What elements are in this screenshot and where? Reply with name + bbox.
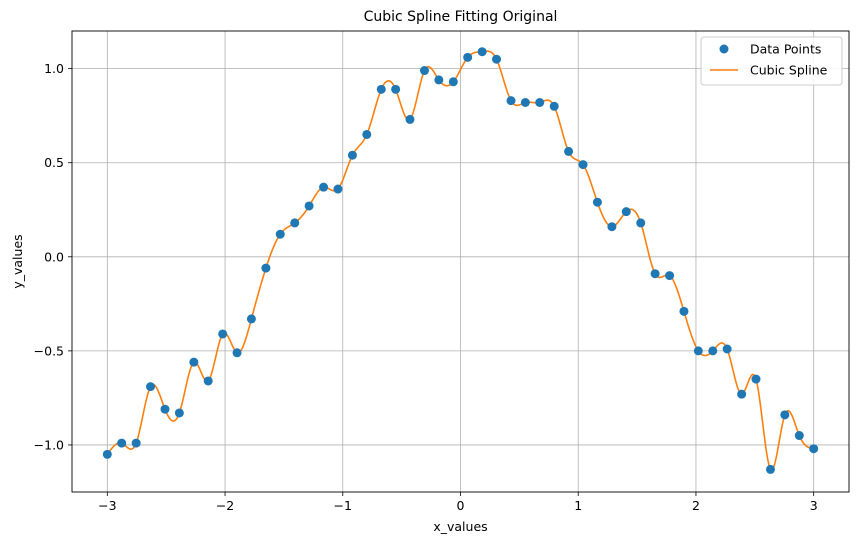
chart-title: Cubic Spline Fitting Original: [364, 9, 558, 25]
data-point: [174, 408, 184, 418]
data-point: [578, 160, 588, 170]
data-point: [765, 464, 775, 474]
x-axis-ticks: −3 −2 −1 0 1 2 3: [98, 492, 818, 513]
y-tick-label: 0.0: [44, 249, 64, 264]
data-point: [434, 75, 444, 85]
data-point: [506, 96, 516, 106]
data-point: [419, 66, 429, 76]
grid: [72, 31, 849, 492]
data-point: [463, 52, 473, 62]
data-point: [290, 218, 300, 228]
data-point: [809, 444, 819, 454]
data-point: [275, 229, 285, 239]
data-point: [693, 346, 703, 356]
legend-label-data-points: Data Points: [750, 42, 821, 57]
data-point: [665, 271, 675, 281]
data-point: [347, 150, 357, 160]
data-point: [146, 382, 156, 392]
data-point: [621, 207, 631, 217]
data-point: [102, 449, 112, 459]
x-tick-label: −2: [216, 498, 234, 513]
data-point: [218, 329, 228, 339]
data-point: [203, 376, 213, 386]
data-point: [794, 431, 804, 441]
data-point: [261, 263, 271, 273]
data-point: [376, 84, 386, 94]
data-point: [131, 438, 141, 448]
data-point: [304, 201, 314, 211]
data-point: [650, 269, 660, 279]
data-point: [751, 374, 761, 384]
x-tick-label: −1: [334, 498, 352, 513]
data-point: [160, 404, 170, 414]
y-axis-label: y_values: [10, 234, 25, 288]
legend-label-cubic-spline: Cubic Spline: [750, 63, 828, 78]
data-point: [520, 98, 530, 108]
data-point: [492, 54, 502, 64]
data-point: [607, 222, 617, 232]
data-point: [708, 346, 718, 356]
data-point: [722, 344, 732, 354]
data-point: [448, 77, 458, 87]
x-tick-label: 1: [574, 498, 582, 513]
data-point: [477, 47, 487, 57]
data-point: [117, 438, 127, 448]
legend: Data Points Cubic Spline: [700, 36, 843, 86]
y-tick-label: 1.0: [44, 61, 64, 76]
legend-marker-data-points: [719, 44, 729, 54]
data-point: [362, 129, 372, 139]
x-tick-label: 0: [457, 498, 465, 513]
data-point: [549, 101, 559, 111]
data-point: [737, 389, 747, 399]
data-point: [189, 357, 199, 367]
legend-box: [700, 36, 843, 86]
x-axis-label: x_values: [433, 519, 487, 534]
points-layer: [102, 47, 819, 474]
data-point: [592, 197, 602, 207]
data-point: [333, 184, 343, 194]
data-point: [391, 84, 401, 94]
data-point: [780, 410, 790, 420]
data-point: [636, 218, 646, 228]
y-axis-ticks: −1.0 −0.5 0.0 0.5 1.0: [34, 61, 72, 452]
y-tick-label: 0.5: [44, 155, 64, 170]
data-point: [319, 182, 329, 192]
data-point: [679, 306, 689, 316]
data-point: [405, 114, 415, 124]
data-point: [564, 146, 574, 156]
data-point: [535, 98, 545, 108]
data-point: [232, 348, 242, 358]
data-point: [246, 314, 256, 324]
y-tick-label: −1.0: [34, 437, 64, 452]
y-tick-label: −0.5: [34, 343, 64, 358]
x-tick-label: 3: [810, 498, 818, 513]
x-tick-label: −3: [98, 498, 116, 513]
x-tick-label: 2: [692, 498, 700, 513]
